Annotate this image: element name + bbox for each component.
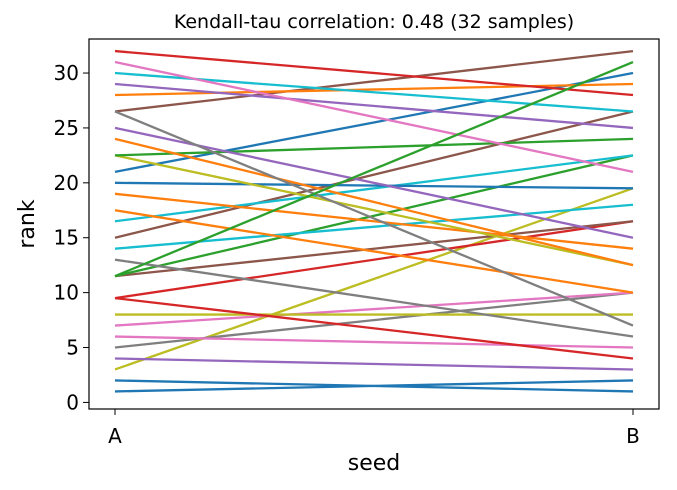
y-axis: 0 5 10 15 20 25 30 [54,61,89,414]
series-line-21 [114,154,634,267]
series-line-4 [114,357,634,371]
series-line-11 [114,220,634,278]
plot-frame [88,38,660,410]
series-line-7 [114,291,634,327]
y-tick-label: 5 [66,336,79,360]
series-line-12 [114,154,634,278]
x-tick-label: A [108,424,122,448]
series-line-18 [114,192,634,250]
series-line-28 [114,82,634,130]
x-axis-label: seed [348,451,401,476]
series-line-26 [114,110,634,327]
y-tick-label: 25 [54,116,79,140]
y-tick-label: 10 [54,281,79,305]
series-line-6 [114,335,634,349]
series-line-25 [114,49,634,113]
chart-title: Kendall-tau correlation: 0.48 (32 sample… [174,11,574,33]
series-line-17 [114,209,634,294]
series-line-15 [114,110,634,239]
series-line-2 [114,379,634,393]
series-line-32 [114,60,634,278]
y-tick-label: 15 [54,226,79,250]
y-tick-label: 20 [54,171,79,195]
series-line-16 [114,154,634,223]
plot-area [114,49,634,393]
y-axis-label: rank [15,199,40,248]
series-line-10 [114,220,634,300]
y-tick-label: 0 [66,390,79,414]
series-line-23 [114,137,634,267]
series-line-9 [114,296,634,360]
series-line-31 [114,49,634,97]
series-line-30 [114,60,634,173]
series-line-20 [114,71,634,173]
series-line-27 [114,82,634,97]
y-tick-label: 30 [54,61,79,85]
series-line-22 [114,137,634,157]
x-tick-label: B [626,424,640,448]
series-line-13 [114,258,634,338]
series-line-19 [114,181,634,190]
